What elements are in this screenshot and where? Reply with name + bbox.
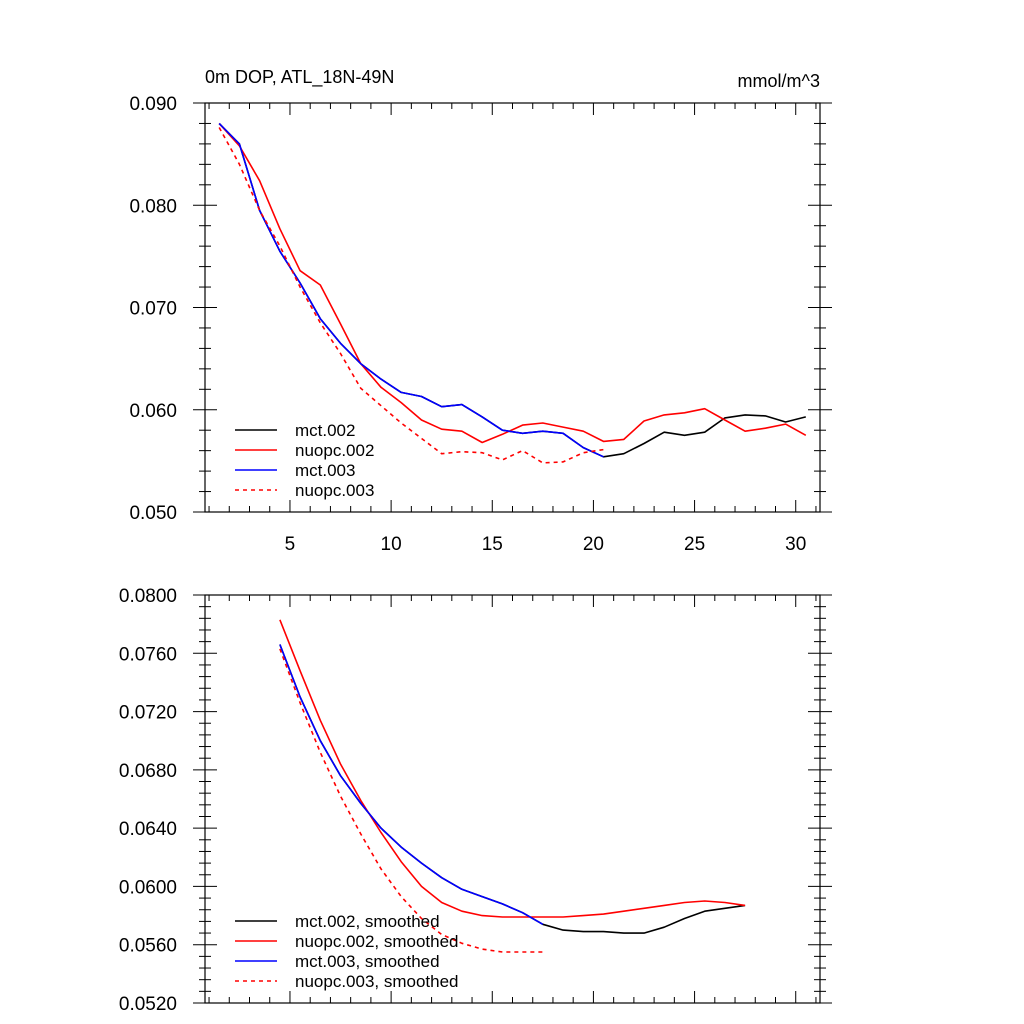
- series-line-mct-002: [218, 122, 806, 458]
- y-tick-label: 0.070: [129, 299, 177, 320]
- panel-1: 5 10 15 20 25 30 0.050 0.060 0.070 0.080 0.090 mct.…: [129, 94, 832, 555]
- x-tick-label: 15: [482, 534, 503, 555]
- series-line-mct-003: [218, 122, 604, 458]
- y-tick-label: 0.0600: [119, 877, 177, 898]
- y-tick-label: 0.0680: [119, 761, 177, 782]
- x-tick-label: 5: [285, 534, 296, 555]
- series-line-nuopc-002: [218, 122, 807, 444]
- series-line-mct-003-smoothed: [279, 644, 544, 925]
- x-tick-label: 30: [785, 534, 806, 555]
- legend-label: nuopc.002, smoothed: [295, 932, 459, 951]
- series-line-nuopc-003-smoothed: [279, 648, 543, 953]
- y-tick-label: 0.080: [129, 196, 177, 217]
- x-tick-label: 10: [381, 534, 402, 555]
- chart-title: 0m DOP, ATL_18N-49N: [205, 67, 394, 88]
- y-tick-label: 0.0800: [119, 586, 177, 607]
- y-tick-label: 0.060: [129, 401, 177, 422]
- y-tick-label: 0.0520: [119, 994, 177, 1015]
- y-tick-label: 0.0640: [119, 819, 177, 840]
- y-tick-label: 0.050: [129, 503, 177, 524]
- x-tick-label: 20: [583, 534, 604, 555]
- legend-label: nuopc.003: [295, 481, 374, 500]
- y-tick-label: 0.0720: [119, 703, 177, 724]
- y-tick-label: 0.0760: [119, 644, 177, 665]
- legend-label: mct.002, smoothed: [295, 912, 440, 931]
- x-tick-label: 25: [684, 534, 705, 555]
- legend-label: mct.003: [295, 461, 355, 480]
- y-tick-label: 0.090: [129, 94, 177, 115]
- legend-label: nuopc.002: [295, 441, 374, 460]
- units-label: mmol/m^3: [738, 71, 820, 91]
- legend-label: nuopc.003, smoothed: [295, 972, 459, 991]
- panel-2: 0.0520 0.0560 0.0600 0.0640 0.0680 0.0720 0.07…: [119, 586, 832, 1015]
- series-line-nuopc-003: [218, 127, 604, 464]
- y-tick-label: 0.0560: [119, 936, 177, 957]
- legend-label: mct.003, smoothed: [295, 952, 440, 971]
- legend-label: mct.002: [295, 421, 355, 440]
- series-line-nuopc-002-smoothed: [279, 619, 746, 918]
